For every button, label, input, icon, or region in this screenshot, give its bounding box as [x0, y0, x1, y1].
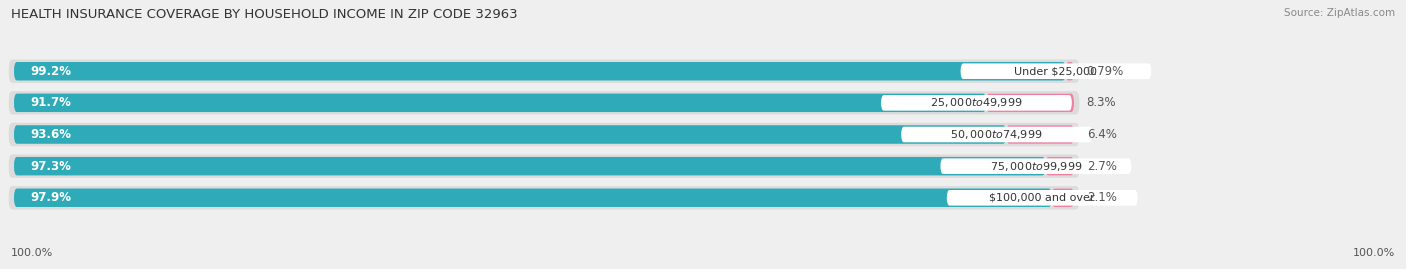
FancyBboxPatch shape [960, 63, 1152, 79]
FancyBboxPatch shape [901, 127, 1092, 142]
FancyBboxPatch shape [882, 95, 1071, 111]
FancyBboxPatch shape [14, 62, 1066, 80]
Text: Under $25,000: Under $25,000 [1015, 66, 1098, 76]
FancyBboxPatch shape [941, 158, 1132, 174]
FancyBboxPatch shape [1045, 157, 1074, 175]
FancyBboxPatch shape [14, 189, 1052, 207]
FancyBboxPatch shape [14, 125, 1007, 144]
Text: 99.2%: 99.2% [30, 65, 70, 78]
FancyBboxPatch shape [8, 59, 1080, 83]
Text: 93.6%: 93.6% [30, 128, 70, 141]
Text: 97.3%: 97.3% [30, 160, 70, 173]
FancyBboxPatch shape [8, 123, 1080, 146]
FancyBboxPatch shape [8, 186, 1080, 210]
Text: HEALTH INSURANCE COVERAGE BY HOUSEHOLD INCOME IN ZIP CODE 32963: HEALTH INSURANCE COVERAGE BY HOUSEHOLD I… [11, 8, 517, 21]
FancyBboxPatch shape [14, 62, 1066, 80]
Text: 2.7%: 2.7% [1087, 160, 1116, 173]
FancyBboxPatch shape [14, 189, 1052, 207]
Text: $100,000 and over: $100,000 and over [990, 193, 1095, 203]
Text: 2.1%: 2.1% [1087, 191, 1116, 204]
Text: $75,000 to $99,999: $75,000 to $99,999 [990, 160, 1083, 173]
FancyBboxPatch shape [14, 157, 1045, 175]
Text: 8.3%: 8.3% [1087, 96, 1116, 109]
FancyBboxPatch shape [14, 125, 1007, 144]
Text: Source: ZipAtlas.com: Source: ZipAtlas.com [1284, 8, 1395, 18]
FancyBboxPatch shape [946, 190, 1137, 206]
Text: 100.0%: 100.0% [11, 248, 53, 258]
FancyBboxPatch shape [8, 154, 1080, 178]
Text: 91.7%: 91.7% [30, 96, 70, 109]
Text: 6.4%: 6.4% [1087, 128, 1116, 141]
Text: 97.9%: 97.9% [30, 191, 70, 204]
Text: $50,000 to $74,999: $50,000 to $74,999 [950, 128, 1043, 141]
FancyBboxPatch shape [1052, 189, 1074, 207]
Text: 0.79%: 0.79% [1087, 65, 1123, 78]
FancyBboxPatch shape [986, 94, 1074, 112]
FancyBboxPatch shape [1007, 125, 1074, 144]
FancyBboxPatch shape [14, 94, 986, 112]
FancyBboxPatch shape [1066, 62, 1074, 80]
Text: 100.0%: 100.0% [1353, 248, 1395, 258]
FancyBboxPatch shape [8, 91, 1080, 115]
FancyBboxPatch shape [14, 157, 1045, 175]
Text: $25,000 to $49,999: $25,000 to $49,999 [931, 96, 1022, 109]
FancyBboxPatch shape [14, 94, 986, 112]
